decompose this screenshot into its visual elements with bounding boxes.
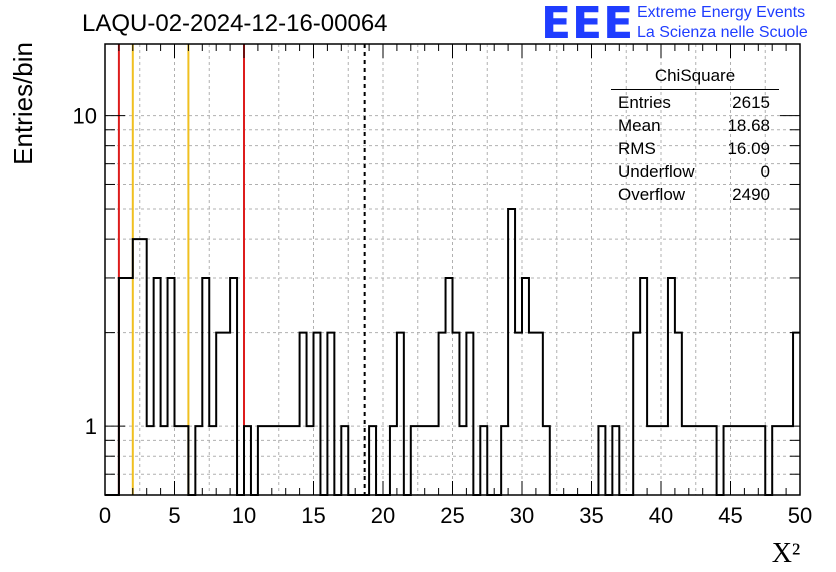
logo-line-1: Extreme Energy Events — [637, 4, 806, 21]
stats-label: Underflow — [618, 162, 695, 181]
y-axis-label: Entries/bin — [8, 42, 38, 165]
stats-row: Mean 18.68 — [612, 114, 778, 137]
stats-label: RMS — [618, 139, 656, 158]
stats-value: 2490 — [732, 185, 770, 204]
stats-value: 0 — [760, 162, 770, 181]
x-tick-label: 5 — [168, 503, 180, 528]
x-tick-label: 15 — [301, 503, 325, 528]
x-tick-label: 35 — [579, 503, 603, 528]
stats-value: 16.09 — [727, 139, 770, 158]
x-tick-label: 50 — [788, 503, 812, 528]
y-tick-label: 1 — [85, 414, 97, 439]
stats-row: RMS 16.09 — [612, 137, 778, 160]
stats-label: Mean — [618, 116, 661, 135]
x-tick-label: 10 — [232, 503, 256, 528]
stats-divider — [611, 89, 779, 90]
eee-logo: EEE — [541, 0, 635, 49]
stats-row: Entries 2615 — [612, 91, 778, 114]
histogram-series — [105, 208, 800, 496]
y-tick-label: 10 — [73, 104, 97, 129]
x-tick-label: 30 — [510, 503, 534, 528]
stats-value: 2615 — [732, 93, 770, 112]
x-tick-label: 40 — [649, 503, 673, 528]
stats-box: ChiSquare Entries 2615 Mean 18.68 RMS 16.09… — [611, 66, 779, 206]
stats-row: Overflow 2490 — [612, 183, 778, 206]
stats-label: Entries — [618, 93, 671, 112]
stats-title: ChiSquare — [654, 66, 736, 85]
x-tick-label: 0 — [99, 503, 111, 528]
chart-title: LAQU-02-2024-12-16-00064 — [82, 10, 388, 37]
stats-value: 18.68 — [727, 116, 770, 135]
x-axis-label: X² — [772, 538, 801, 569]
stats-label: Overflow — [618, 185, 686, 204]
x-tick-label: 25 — [440, 503, 464, 528]
x-tick-label: 20 — [371, 503, 395, 528]
x-tick-label: 45 — [718, 503, 742, 528]
stats-row: Underflow 0 — [612, 160, 778, 183]
logo-line-2: La Scienza nelle Scuole — [637, 24, 808, 41]
